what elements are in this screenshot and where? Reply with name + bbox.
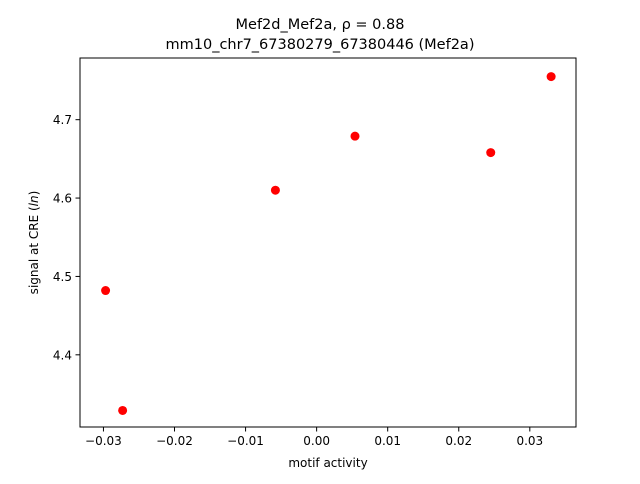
x-tick-label: 0.01 [374, 434, 401, 448]
x-tick-label: −0.03 [85, 434, 122, 448]
data-point [118, 405, 128, 415]
y-tick-label: 4.5 [53, 270, 72, 284]
data-point [270, 185, 280, 195]
y-axis-label-suffix: ) [27, 191, 41, 196]
x-tick-label: 0.00 [303, 434, 330, 448]
data-point [486, 148, 496, 158]
plot-frame [79, 57, 577, 428]
y-axis-label-unit: ln [27, 195, 41, 206]
x-tick-label: −0.01 [227, 434, 264, 448]
y-axis-label: signal at CRE (ln) [27, 191, 41, 295]
x-tick-label: 0.03 [516, 434, 543, 448]
x-tick-label: −0.02 [156, 434, 193, 448]
x-tick-label: 0.02 [445, 434, 472, 448]
data-points [101, 72, 556, 415]
y-tick-label: 4.4 [53, 348, 72, 362]
y-axis-ticks: 4.4 4.5 4.6 4.7 [53, 113, 80, 362]
x-axis-ticks: −0.03 −0.02 −0.01 0.00 0.01 0.02 0.03 [85, 427, 543, 448]
data-point [546, 72, 556, 82]
data-point [101, 286, 111, 296]
y-axis-label-prefix: signal at CRE ( [27, 206, 41, 294]
chart-title-line-1: Mef2d_Mef2a, ρ = 0.88 [236, 17, 405, 33]
y-tick-label: 4.7 [53, 113, 72, 127]
data-point [350, 131, 360, 141]
y-tick-label: 4.6 [53, 192, 72, 206]
x-axis-label: motif activity [288, 456, 367, 470]
chart-title-line-2: mm10_chr7_67380279_67380446 (Mef2a) [166, 37, 475, 53]
